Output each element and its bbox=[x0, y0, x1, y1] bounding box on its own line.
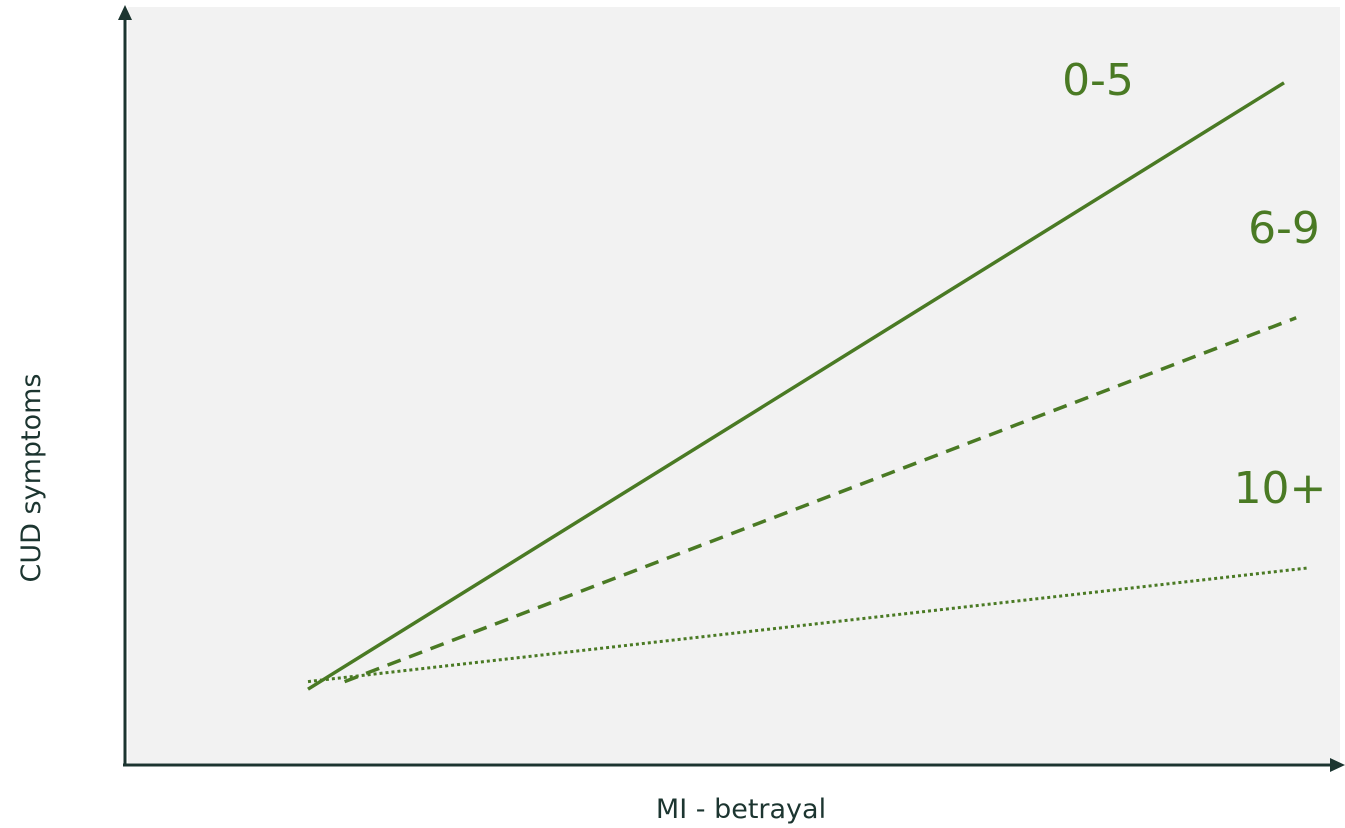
x-axis-title: MI - betrayal bbox=[656, 794, 826, 825]
series-labels: 0-5 6-9 10+ bbox=[1062, 55, 1326, 514]
series-label-3: 10+ bbox=[1234, 463, 1327, 514]
x-axis-arrow bbox=[1330, 758, 1345, 772]
series-line-2 bbox=[343, 316, 1297, 684]
series-layer bbox=[307, 81, 1309, 691]
series-label-1: 0-5 bbox=[1062, 55, 1134, 106]
series-label-2: 6-9 bbox=[1248, 203, 1320, 254]
y-axis-arrow bbox=[118, 5, 132, 20]
y-axis-title: CUD symptoms bbox=[16, 374, 47, 583]
series-line-1 bbox=[307, 81, 1285, 691]
plot-background bbox=[128, 7, 1340, 763]
